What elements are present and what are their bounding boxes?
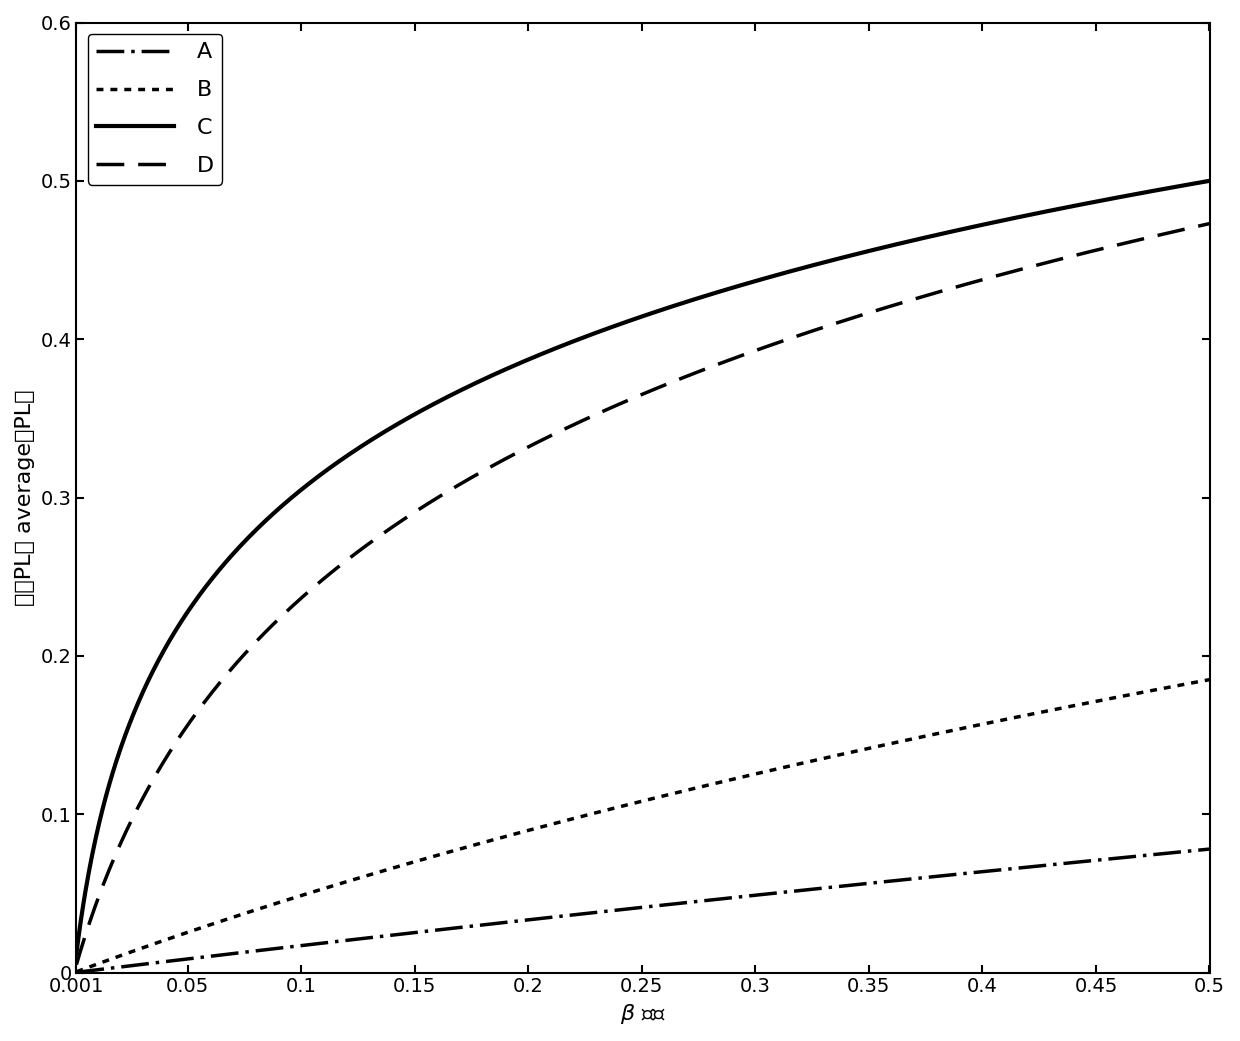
A xyxy=(1202,843,1216,856)
B xyxy=(952,722,967,735)
D xyxy=(527,437,542,450)
Line: B: B xyxy=(77,680,1209,971)
Legend: A, B, C, D: A, B, C, D xyxy=(88,33,222,184)
B xyxy=(568,812,583,824)
D xyxy=(568,417,583,430)
A xyxy=(527,913,542,925)
D xyxy=(69,959,84,971)
C xyxy=(185,600,200,612)
B xyxy=(847,745,862,758)
C xyxy=(568,334,583,347)
A xyxy=(568,909,583,921)
Line: A: A xyxy=(77,849,1209,972)
D xyxy=(1202,218,1216,230)
D xyxy=(973,274,988,286)
C xyxy=(973,219,988,231)
X-axis label: $\beta$ 参数: $\beta$ 参数 xyxy=(620,1002,666,1026)
B xyxy=(973,718,988,731)
D xyxy=(847,311,862,324)
Line: D: D xyxy=(77,224,1209,965)
C xyxy=(847,249,862,261)
A xyxy=(847,879,862,891)
C xyxy=(69,947,84,960)
C xyxy=(952,224,967,236)
A xyxy=(973,866,988,879)
A xyxy=(185,953,200,965)
D xyxy=(952,280,967,293)
C xyxy=(527,351,542,363)
A xyxy=(952,868,967,881)
B xyxy=(69,965,84,977)
Y-axis label: 平均PL値 average（PL）: 平均PL値 average（PL） xyxy=(15,389,35,606)
B xyxy=(185,924,200,937)
D xyxy=(185,713,200,726)
B xyxy=(527,822,542,835)
Line: C: C xyxy=(77,181,1209,954)
C xyxy=(1202,175,1216,187)
B xyxy=(1202,674,1216,686)
A xyxy=(69,966,84,979)
